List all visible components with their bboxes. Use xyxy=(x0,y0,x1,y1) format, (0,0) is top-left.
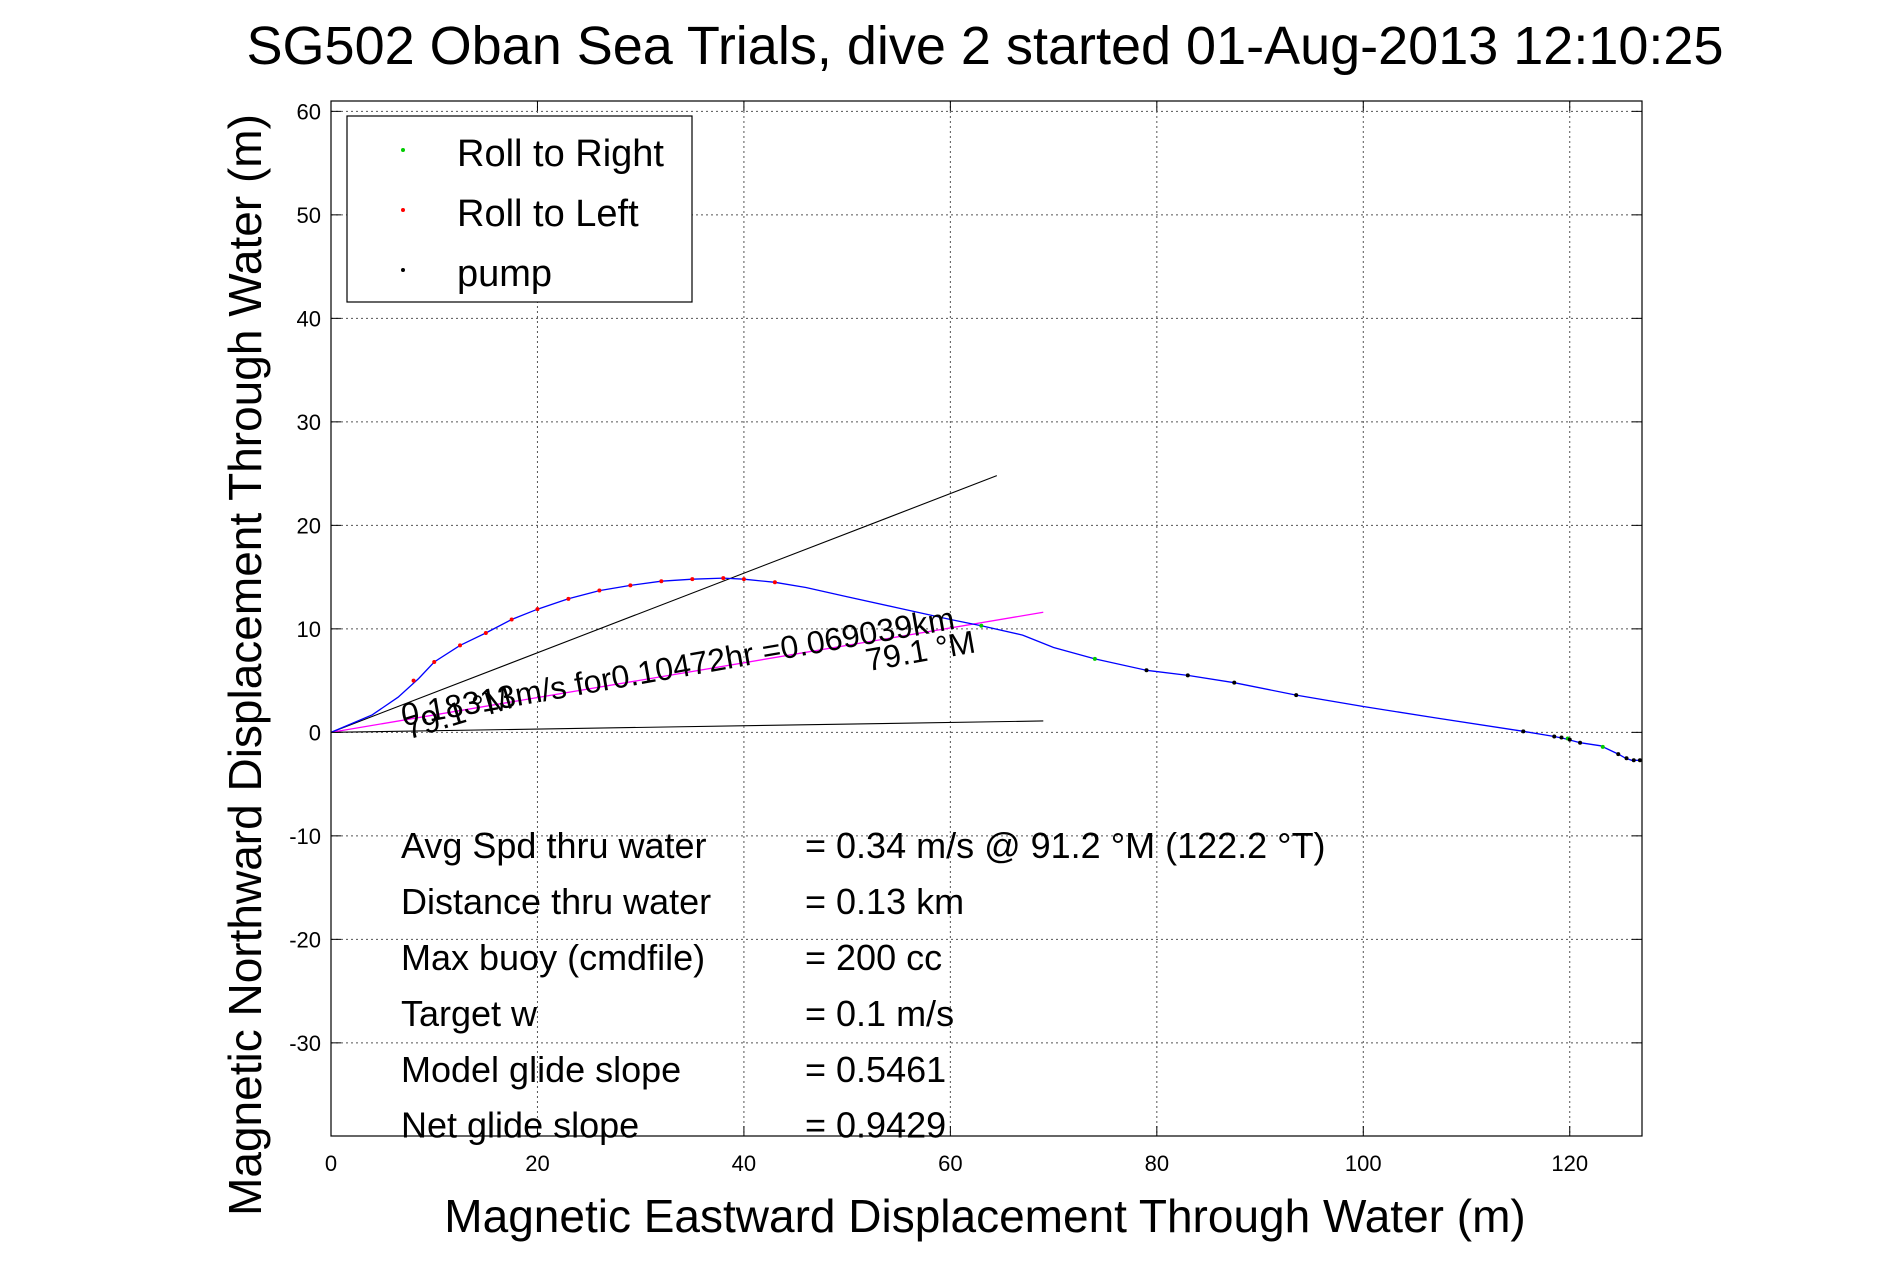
legend: Roll to Right Roll to Left pump xyxy=(346,115,693,303)
y-tick-label: -10 xyxy=(289,824,321,849)
x-tick-label: 60 xyxy=(938,1151,962,1176)
stat-label: Distance thru water xyxy=(401,881,711,922)
y-tick-label: 60 xyxy=(297,99,321,124)
legend-label: Roll to Left xyxy=(457,193,639,235)
roll-right-point xyxy=(979,623,984,628)
roll-left-point xyxy=(535,607,540,612)
roll-left-point xyxy=(411,678,416,683)
pump-point xyxy=(1185,673,1190,678)
stat-label: Model glide slope xyxy=(401,1049,681,1090)
pump-point xyxy=(1294,693,1299,698)
roll-left-point xyxy=(628,583,633,588)
roll-left-point xyxy=(432,659,437,664)
legend-marker xyxy=(401,148,405,152)
stat-value: = 0.5461 xyxy=(805,1049,946,1090)
stat-value: = 0.34 m/s @ 91.2 °M (122.2 °T) xyxy=(805,825,1326,866)
chart-title: SG502 Oban Sea Trials, dive 2 started 01… xyxy=(247,16,1724,76)
y-tick-label: 20 xyxy=(297,513,321,538)
stat-label: Max buoy (cmdfile) xyxy=(401,937,705,978)
pump-point xyxy=(1578,740,1583,745)
legend-label: Roll to Right xyxy=(457,133,664,175)
stat-label: Target w xyxy=(401,993,538,1034)
y-tick-label: 10 xyxy=(297,617,321,642)
y-tick-label: -20 xyxy=(289,927,321,952)
roll-left-point xyxy=(483,630,488,635)
x-tick-label: 0 xyxy=(325,1151,337,1176)
y-tick-label: 0 xyxy=(309,720,321,745)
net-displacement-line xyxy=(330,611,1044,733)
legend-label: pump xyxy=(457,253,552,295)
stat-value: = 0.13 km xyxy=(805,881,964,922)
stat-label: Avg Spd thru water xyxy=(401,825,707,866)
roll-left-point xyxy=(458,643,463,648)
data-marks xyxy=(330,475,1642,763)
roll-left-point xyxy=(721,576,726,581)
plot-frame xyxy=(330,100,1643,1137)
roll-left-point xyxy=(509,617,514,622)
pump-point xyxy=(1624,756,1629,761)
x-tick-label: 40 xyxy=(732,1151,756,1176)
roll-left-point xyxy=(772,580,777,585)
x-tick-label: 120 xyxy=(1551,1151,1588,1176)
roll-right-point xyxy=(1600,744,1605,749)
pump-point xyxy=(1631,758,1636,763)
heading-line xyxy=(330,720,1044,733)
roll-left-point xyxy=(690,577,695,582)
x-tick-label: 20 xyxy=(525,1151,549,1176)
y-tick-label: 50 xyxy=(297,203,321,228)
x-tick-label: 80 xyxy=(1145,1151,1169,1176)
x-tick-label: 100 xyxy=(1345,1151,1382,1176)
pump-point xyxy=(1616,752,1621,757)
stat-label: Net glide slope xyxy=(401,1105,639,1146)
grid-lines xyxy=(330,101,1642,1136)
legend-marker xyxy=(401,208,405,212)
roll-left-point xyxy=(659,579,664,584)
y-axis-label: Magnetic Northward Displacement Through … xyxy=(219,114,271,1216)
y-tick-label: -30 xyxy=(289,1031,321,1056)
heading-line xyxy=(330,475,998,733)
stat-value: = 0.9429 xyxy=(805,1105,946,1146)
roll-left-point xyxy=(566,596,571,601)
pump-point xyxy=(1559,735,1564,740)
y-tick-label: 40 xyxy=(297,306,321,331)
pump-point xyxy=(1521,729,1526,734)
x-axis-label: Magnetic Eastward Displacement Through W… xyxy=(444,1190,1525,1242)
pump-point xyxy=(1567,737,1572,742)
pump-point xyxy=(1552,734,1557,739)
y-tick-label: 30 xyxy=(297,410,321,435)
legend-marker xyxy=(401,268,405,272)
pump-point xyxy=(1144,668,1149,673)
axes: 0 20 40 60 80 100 120 -30 -20 -10 0 10 20 30 40 50 60 xyxy=(289,99,1642,1176)
roll-right-point xyxy=(1092,656,1097,661)
stat-value: = 0.1 m/s xyxy=(805,993,954,1034)
roll-left-point xyxy=(597,588,602,593)
stat-value: = 200 cc xyxy=(805,937,942,978)
roll-left-point xyxy=(741,577,746,582)
pump-point xyxy=(1637,758,1642,763)
pump-point xyxy=(1232,680,1237,685)
